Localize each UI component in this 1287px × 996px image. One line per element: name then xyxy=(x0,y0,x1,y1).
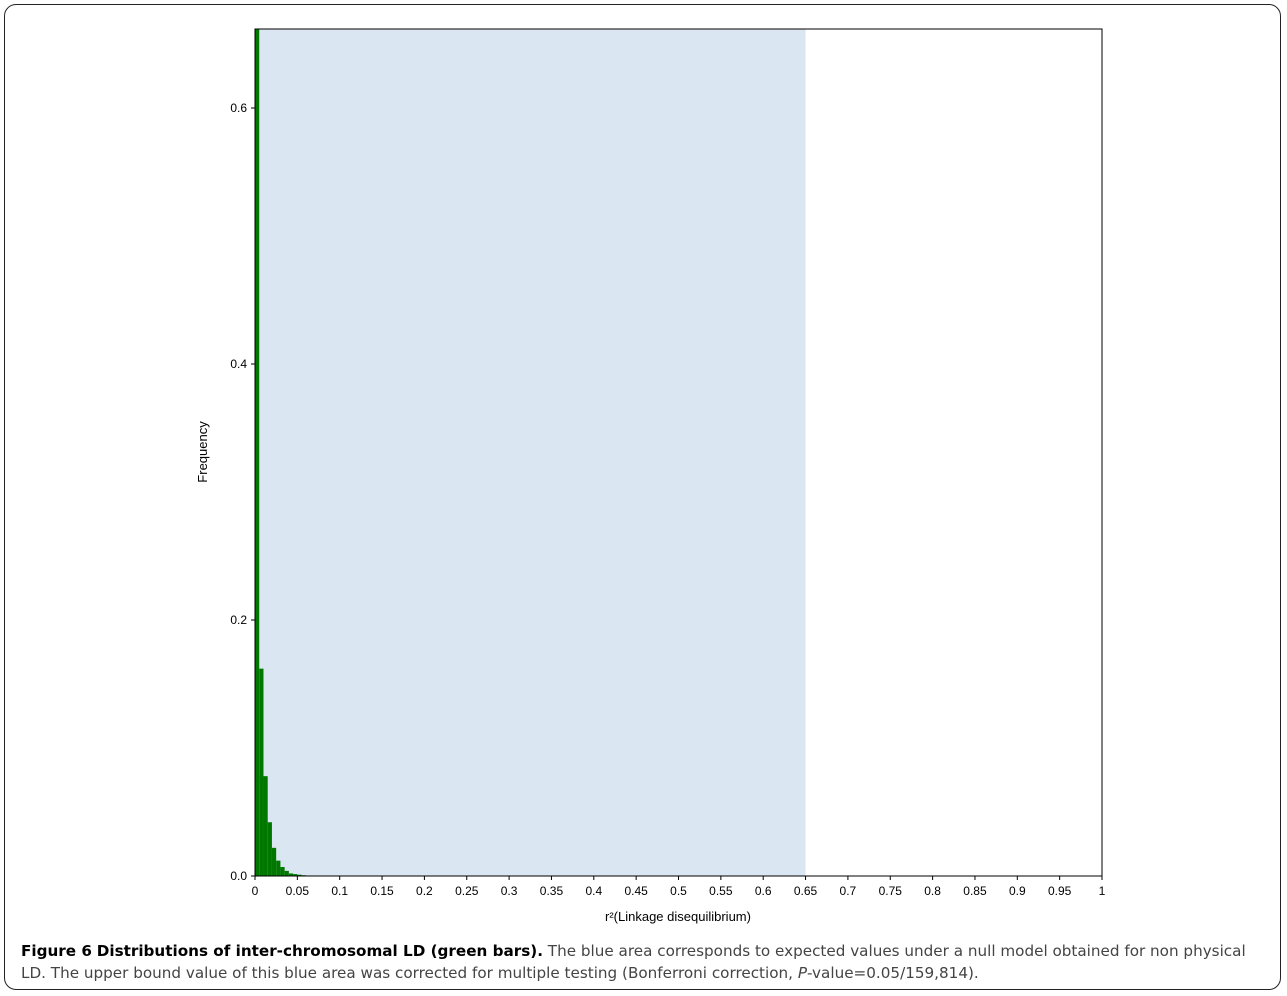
caption-p-italic: P xyxy=(797,964,807,982)
x-tick-label: 0.15 xyxy=(370,884,394,898)
caption-text-1: The blue area corresponds to expected va… xyxy=(21,942,1246,982)
x-tick-label: 0.8 xyxy=(924,884,941,898)
histogram-bar xyxy=(271,847,277,876)
histogram-bar xyxy=(263,776,268,876)
x-tick-label: 0.45 xyxy=(624,884,648,898)
histogram-bar xyxy=(255,29,260,876)
histogram-bar xyxy=(280,867,285,876)
figure-caption: Figure 6 Distributions of inter-chromoso… xyxy=(21,940,1271,984)
x-tick-label: 0 xyxy=(252,884,259,898)
y-tick-label: 0.0 xyxy=(230,869,247,883)
figure-frame xyxy=(4,4,1281,990)
x-axis-ticks: 0 0.05 0.1 0.15 0.2 0.25 0.3 0.35 0.4 0.45 0.5 0.55… xyxy=(252,876,1106,898)
x-tick-label: 0.4 xyxy=(585,884,602,898)
y-tick-label: 0.4 xyxy=(230,357,247,371)
caption-text-2: -value=0.05/159,814). xyxy=(806,964,979,982)
x-tick-label: 0.3 xyxy=(501,884,518,898)
x-tick-label: 1 xyxy=(1099,884,1106,898)
y-tick-label: 0.2 xyxy=(230,613,247,627)
x-tick-label: 0.85 xyxy=(963,884,987,898)
caption-title: Distributions of inter-chromosomal LD (g… xyxy=(96,942,543,960)
histogram-bar xyxy=(276,860,281,876)
caption-label: Figure 6 xyxy=(21,942,92,960)
x-tick-label: 0.75 xyxy=(879,884,903,898)
x-tick-label: 0.7 xyxy=(840,884,857,898)
histogram-bar xyxy=(259,668,264,876)
y-axis-ticks: 0.0 0.2 0.4 0.6 xyxy=(230,101,255,883)
histogram-bar xyxy=(267,822,272,876)
x-tick-label: 0.25 xyxy=(455,884,479,898)
x-tick-label: 0.55 xyxy=(709,884,733,898)
x-tick-label: 0.65 xyxy=(794,884,818,898)
x-tick-label: 0.6 xyxy=(755,884,772,898)
x-tick-label: 0.5 xyxy=(670,884,687,898)
x-tick-label: 0.35 xyxy=(540,884,564,898)
x-tick-label: 0.9 xyxy=(1009,884,1026,898)
x-axis-label: r²(Linkage disequilibrium) xyxy=(605,909,751,924)
histogram-bar xyxy=(297,874,302,876)
x-tick-label: 0.1 xyxy=(331,884,348,898)
y-tick-label: 0.6 xyxy=(230,101,247,115)
null-model-region xyxy=(255,29,806,876)
x-tick-label: 0.05 xyxy=(286,884,310,898)
y-axis-label: Frequency xyxy=(195,421,210,483)
x-tick-label: 0.95 xyxy=(1048,884,1072,898)
x-tick-label: 0.2 xyxy=(416,884,433,898)
histogram-bar xyxy=(293,874,298,876)
histogram-bar xyxy=(288,873,294,876)
histogram-bar xyxy=(284,870,289,876)
histogram-chart: 0 0.05 0.1 0.15 0.2 0.25 0.3 0.35 0.4 0.45 0.5 0.55… xyxy=(195,28,1106,924)
